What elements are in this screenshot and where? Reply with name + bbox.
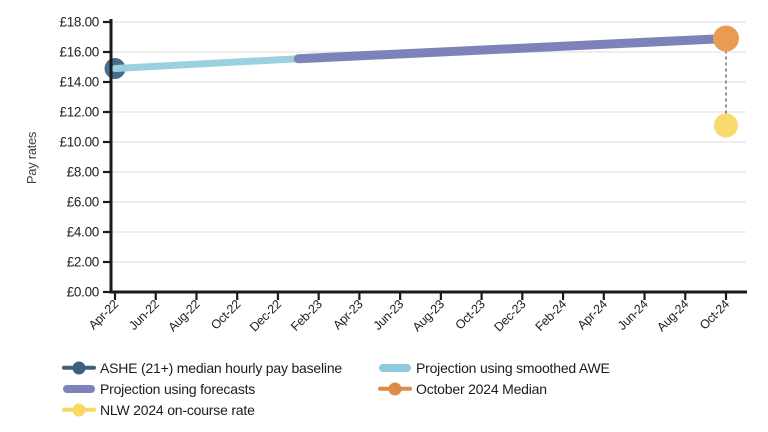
x-tick-label: Jun-23 [371, 297, 407, 333]
x-tick-label: Apr-23 [330, 297, 365, 332]
legend-label: NLW 2024 on-course rate [100, 401, 255, 418]
y-tick-label: £6.00 [67, 195, 99, 210]
series-line-projection-using-smoothed-awe [111, 55, 302, 72]
legend-label: Projection using forecasts [100, 380, 256, 397]
legend-item-ashe-21-median-hourly-pay-baseline: ASHE (21+) median hourly pay baseline [62, 358, 378, 377]
series-line-projection-using-forecasts [293, 34, 731, 64]
legend-item-projection-using-smoothed-awe: Projection using smoothed AWE [378, 358, 610, 377]
series-point-october-2024-median [713, 25, 739, 52]
chart-legend: ASHE (21+) median hourly pay baseline Pro… [62, 358, 610, 419]
legend-item-october-2024-median: October 2024 Median [378, 379, 610, 398]
legend-label: Projection using smoothed AWE [416, 359, 610, 376]
x-tick-label: Apr-24 [575, 297, 610, 332]
y-tick-label: £18.00 [60, 15, 100, 30]
x-tick-label: Oct-22 [208, 297, 243, 332]
pay-rates-chart: £18.00 £16.00 £14.00 £12.00 £10.00 £8.00 £6.00… [24, 15, 747, 334]
x-tick-label: Aug-24 [654, 297, 691, 334]
x-tick-label: Dec-22 [247, 297, 284, 334]
legend-marker-line-dot-icon [378, 381, 412, 396]
x-tick-label: Feb-23 [288, 297, 325, 334]
x-tick-label: Aug-22 [165, 297, 202, 334]
legend-marker-thick-line-icon [378, 360, 412, 375]
y-tick-label: £4.00 [67, 225, 99, 240]
y-tick-label: £10.00 [60, 135, 100, 150]
y-tick-label: £8.00 [67, 165, 99, 180]
x-tick-label: Jun-22 [126, 297, 162, 333]
y-tick-label: £14.00 [60, 75, 100, 90]
legend-label: October 2024 Median [416, 380, 547, 397]
legend-marker-line-dot-icon [62, 402, 96, 417]
y-axis-title: Pay rates [24, 131, 39, 184]
legend-label: ASHE (21+) median hourly pay baseline [100, 359, 343, 376]
x-tick-label: Aug-23 [410, 297, 447, 334]
x-tick-label: Dec-23 [491, 297, 528, 334]
legend-item-nlw-2024-on-course-rate: NLW 2024 on-course rate [62, 400, 378, 419]
series-point-nlw-2024-on-course-rate [714, 113, 738, 138]
y-tick-label: £0.00 [67, 285, 99, 300]
legend-marker-line-dot-icon [62, 360, 96, 375]
x-tick-label: Jun-24 [615, 297, 651, 333]
y-tick-label: £2.00 [67, 255, 99, 270]
x-tick-label: Feb-24 [533, 297, 570, 334]
x-tick-label: Oct-24 [697, 297, 732, 332]
legend-item-projection-using-forecasts: Projection using forecasts [62, 379, 378, 398]
y-tick-label: £12.00 [60, 105, 100, 120]
x-tick-label: Oct-23 [453, 297, 488, 332]
legend-marker-thick-line-icon [62, 381, 96, 396]
y-tick-label: £16.00 [60, 45, 100, 60]
x-tick-label: Apr-22 [86, 297, 121, 332]
